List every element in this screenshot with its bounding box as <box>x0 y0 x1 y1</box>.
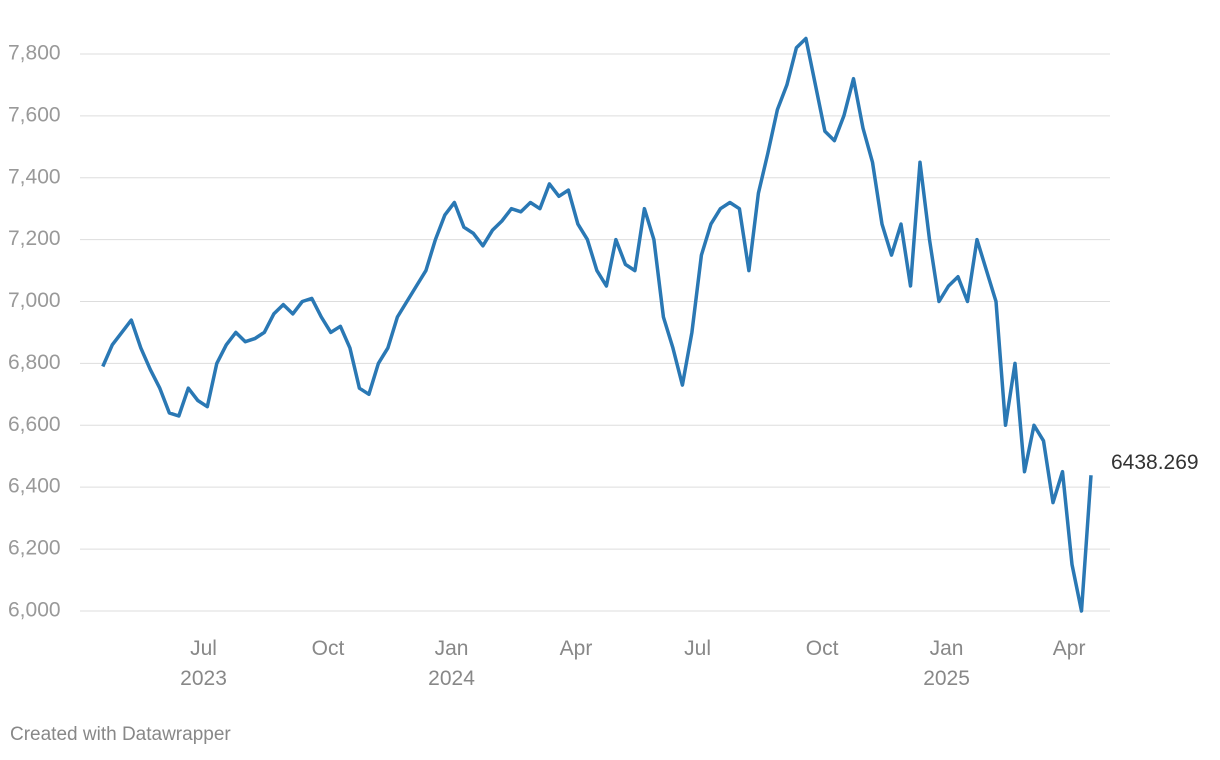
x-tick-label: Jul <box>684 637 712 660</box>
y-tick-label: 7,400 <box>8 165 61 188</box>
end-label: 6438.269 <box>1111 451 1199 474</box>
y-tick-label: 7,800 <box>8 41 61 64</box>
y-tick-label: 6,600 <box>8 413 61 436</box>
y-tick-label: 6,400 <box>8 475 61 498</box>
y-tick-label: 7,200 <box>8 227 61 250</box>
x-tick-label: Oct <box>805 637 839 660</box>
x-tick-label: Jan 2025 <box>923 637 970 690</box>
line <box>101 36 1093 613</box>
credit: Created with Datawrapper <box>10 724 231 745</box>
y-tick-label: 6,200 <box>8 537 61 560</box>
x-tick-label: Oct <box>311 637 345 660</box>
x-tick-label: Jul 2023 <box>180 637 227 690</box>
y-tick-label: 7,000 <box>8 289 61 312</box>
x-tick-label: Apr <box>1052 637 1086 660</box>
y-tick-label: 7,600 <box>8 103 61 126</box>
x-tick-label: Apr <box>559 637 593 660</box>
y-tick-label: 6,800 <box>8 351 61 374</box>
x-tick-label: Jan 2024 <box>428 637 475 690</box>
y-tick-label: 6,000 <box>8 599 61 622</box>
